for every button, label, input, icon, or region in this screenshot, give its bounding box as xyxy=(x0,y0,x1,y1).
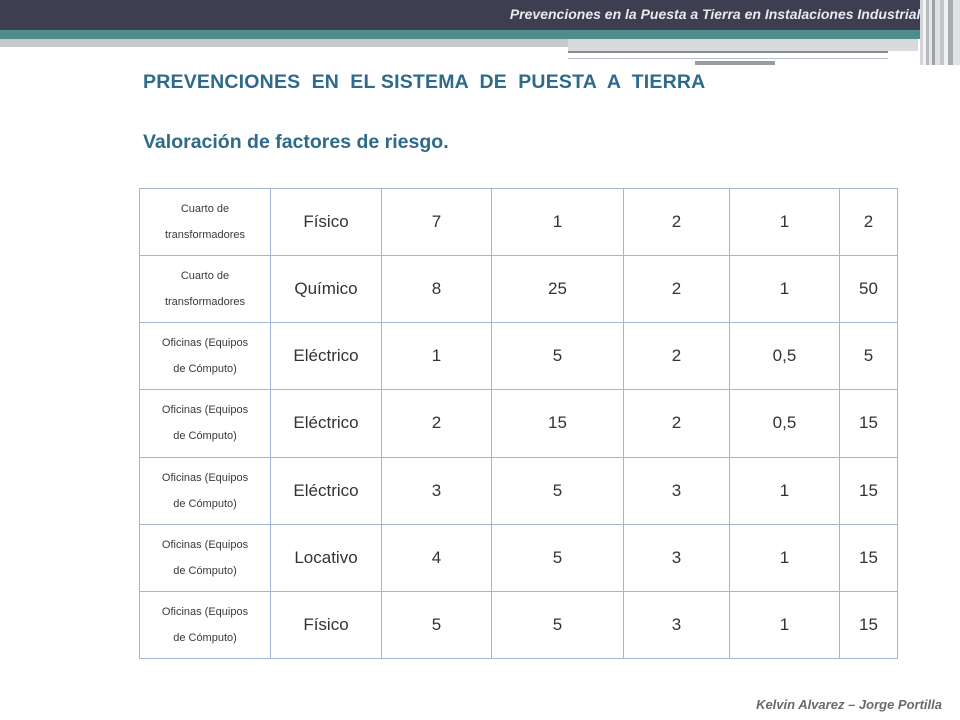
value-cell-4: 1 xyxy=(729,255,840,324)
table-row: Oficinas (Equipos de Cómputo) Eléctrico 3 5 3… xyxy=(139,456,898,525)
risk-factor-cell: Eléctrico xyxy=(270,322,382,391)
area-line-2: de Cómputo) xyxy=(173,363,237,376)
value-cell-4: 1 xyxy=(729,456,840,525)
table-row: Cuarto de transformadores Químico 8 25 2 1 50 xyxy=(139,255,898,324)
table-row: Oficinas (Equipos de Cómputo) Físico 5 5 3 1 15 xyxy=(139,590,898,660)
value-cell-3: 3 xyxy=(623,590,730,660)
value-cell-1: 1 xyxy=(381,322,492,391)
area-line-2: de Cómputo) xyxy=(173,497,237,510)
area-line-1: Cuarto de xyxy=(180,203,230,216)
header-gray-stripe-right xyxy=(568,39,918,51)
area-line-1: Cuarto de xyxy=(180,270,230,283)
value-cell-2: 1 xyxy=(491,187,624,257)
value-cell-2: 5 xyxy=(491,322,624,391)
header-bar xyxy=(0,0,960,30)
table-row: Oficinas (Equipos de Cómputo) Eléctrico 1 5 2… xyxy=(139,322,898,391)
area-line-1: Oficinas (Equipos xyxy=(161,337,249,350)
table-row: Cuarto de transformadores Físico 7 1 2 1 2 xyxy=(139,187,898,257)
value-cell-4: 1 xyxy=(729,523,840,592)
value-cell-3: 3 xyxy=(623,456,730,525)
value-cell-4: 1 xyxy=(729,590,840,660)
area-cell: Oficinas (Equipos de Cómputo) xyxy=(139,523,271,592)
header-divider-stub xyxy=(695,61,775,65)
area-line-1: Oficinas (Equipos xyxy=(161,605,249,618)
value-cell-3: 2 xyxy=(623,255,730,324)
value-cell-3: 3 xyxy=(623,523,730,592)
table-row: Oficinas (Equipos de Cómputo) Eléctrico 2 15… xyxy=(139,389,898,458)
value-cell-5: 2 xyxy=(839,187,898,257)
area-line-2: transformadores xyxy=(164,229,246,242)
header-gray-stripe xyxy=(0,39,568,47)
value-cell-5: 15 xyxy=(839,456,898,525)
header-vertical-bars xyxy=(920,0,960,65)
header-divider-line-thin xyxy=(568,58,888,59)
header-divider-line xyxy=(568,51,888,53)
area-cell: Oficinas (Equipos de Cómputo) xyxy=(139,590,271,660)
value-cell-2: 5 xyxy=(491,523,624,592)
area-line-1: Oficinas (Equipos xyxy=(161,404,249,417)
value-cell-5: 50 xyxy=(839,255,898,324)
footer-authors: Kelvin Alvarez – Jorge Portilla xyxy=(756,697,942,712)
value-cell-2: 5 xyxy=(491,590,624,660)
area-cell: Cuarto de transformadores xyxy=(139,255,271,324)
slide-subtitle: Valoración de factores de riesgo. xyxy=(143,131,449,153)
risk-factor-cell: Eléctrico xyxy=(270,389,382,458)
area-line-2: de Cómputo) xyxy=(173,564,237,577)
table-row: Oficinas (Equipos de Cómputo) Locativo 4 5 3 1… xyxy=(139,523,898,592)
presentation-title: Prevenciones en la Puesta a Tierra en In… xyxy=(509,6,936,22)
risk-factor-cell: Eléctrico xyxy=(270,456,382,525)
value-cell-1: 4 xyxy=(381,523,492,592)
slide-title: PREVENCIONES EN EL SISTEMA DE PUESTA A T… xyxy=(143,71,706,93)
value-cell-2: 5 xyxy=(491,456,624,525)
area-cell: Cuarto de transformadores xyxy=(139,187,271,257)
area-line-2: transformadores xyxy=(164,296,246,309)
area-cell: Oficinas (Equipos de Cómputo) xyxy=(139,456,271,525)
value-cell-2: 25 xyxy=(491,255,624,324)
area-line-2: de Cómputo) xyxy=(173,631,237,644)
value-cell-5: 15 xyxy=(839,389,898,458)
value-cell-5: 15 xyxy=(839,590,898,660)
value-cell-5: 15 xyxy=(839,523,898,592)
value-cell-1: 5 xyxy=(381,590,492,660)
area-line-1: Oficinas (Equipos xyxy=(161,538,249,551)
area-cell: Oficinas (Equipos de Cómputo) xyxy=(139,322,271,391)
value-cell-3: 2 xyxy=(623,187,730,257)
value-cell-5: 5 xyxy=(839,322,898,391)
header-accent-stripe xyxy=(0,30,960,39)
risk-factor-cell: Físico xyxy=(270,187,382,257)
value-cell-3: 2 xyxy=(623,322,730,391)
risk-factor-cell: Locativo xyxy=(270,523,382,592)
area-line-2: de Cómputo) xyxy=(173,430,237,443)
value-cell-1: 8 xyxy=(381,255,492,324)
value-cell-4: 1 xyxy=(729,187,840,257)
value-cell-2: 15 xyxy=(491,389,624,458)
value-cell-1: 3 xyxy=(381,456,492,525)
value-cell-4: 0,5 xyxy=(729,389,840,458)
value-cell-1: 2 xyxy=(381,389,492,458)
risk-factor-cell: Químico xyxy=(270,255,382,324)
value-cell-3: 2 xyxy=(623,389,730,458)
value-cell-1: 7 xyxy=(381,187,492,257)
value-cell-4: 0,5 xyxy=(729,322,840,391)
area-line-1: Oficinas (Equipos xyxy=(161,471,249,484)
area-cell: Oficinas (Equipos de Cómputo) xyxy=(139,389,271,458)
risk-assessment-table: Cuarto de transformadores Físico 7 1 2 1 2 Cuart… xyxy=(139,187,898,660)
risk-factor-cell: Físico xyxy=(270,590,382,660)
